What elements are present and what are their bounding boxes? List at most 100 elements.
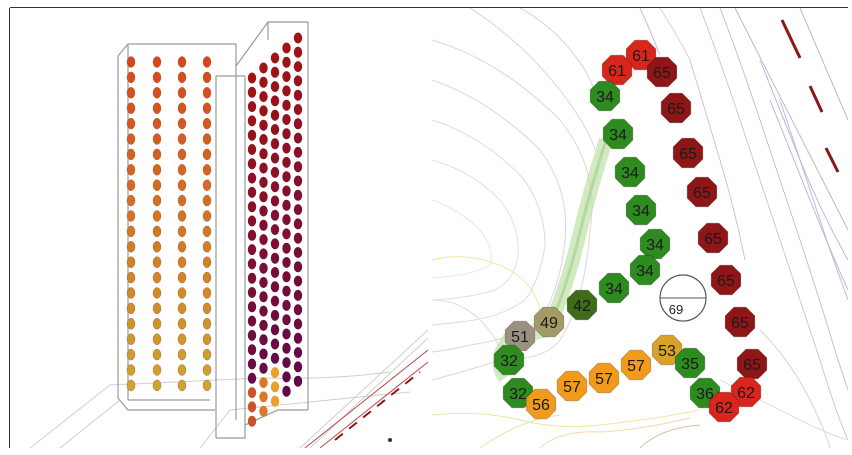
facade-sensor-dot [270, 209, 280, 221]
facade-sensor-dot [177, 194, 187, 207]
receiver-value: 53 [658, 343, 676, 360]
facade-sensor-dot [177, 56, 187, 68]
facade-sensor-dot [202, 256, 212, 268]
contour-line [769, 99, 848, 291]
receiver-value: 49 [540, 315, 558, 332]
facade-sensor-dot [282, 228, 291, 240]
receiver-octagon [620, 349, 652, 381]
receiver-value: 34 [636, 263, 654, 280]
facade-sensor-dot [126, 364, 136, 376]
receiver-octagon [493, 344, 525, 376]
facade-sensor-dot [152, 302, 162, 315]
facade-sensor-dot [259, 377, 268, 389]
facade-sensor-dot [177, 225, 187, 238]
receiver-value: 34 [596, 89, 614, 106]
facade-sensor-dot [177, 379, 187, 392]
facade-sensor-dot [293, 347, 303, 359]
facade-sensor-dot [259, 134, 268, 145]
facade-sensor-dot [177, 333, 187, 345]
facade-sensor-dot [293, 332, 303, 344]
facade-sensor-dot [202, 71, 212, 84]
facade-sensor-dot [282, 128, 291, 140]
facade-sensor-dot [293, 218, 303, 230]
facade-sensor-dot [293, 61, 303, 73]
facade-sensor-dot [126, 164, 136, 176]
facade-sensor-dot [293, 46, 303, 58]
facade-sensor-dot [247, 186, 257, 198]
facade-sensor-dot [270, 95, 280, 107]
receiver-value: 57 [563, 379, 581, 396]
facade-sensor-dot [270, 238, 280, 250]
facade-sensor-dot [293, 289, 303, 301]
receiver-octagon [601, 54, 633, 86]
facade-sensor-dot [270, 81, 280, 93]
facade-sensor-dot [247, 329, 257, 341]
facade-sensor-dot [293, 275, 303, 287]
facade-sensor-dot [126, 71, 136, 84]
facade-sensor-dot [282, 271, 291, 283]
facade-sensor-dot [259, 291, 268, 303]
facade-sensor-dot [177, 148, 187, 161]
facade-sensor-dot [259, 305, 268, 317]
facade-sensor-dot [259, 405, 268, 417]
facade-sensor-dot [126, 194, 136, 207]
receiver-value: 32 [509, 386, 527, 403]
receiver-value: 36 [696, 386, 714, 403]
receiver-octagon [724, 306, 756, 338]
facade-sensor-dot [282, 385, 291, 397]
receiver-octagon [525, 388, 557, 420]
contour-line [432, 256, 541, 311]
facade-sensor-dot [202, 56, 212, 68]
receiver-octagon [710, 264, 742, 296]
contour-line [659, 8, 691, 61]
receiver-octagon [533, 306, 565, 338]
facade-sensor-dot [259, 148, 268, 160]
receiver-octagon [736, 348, 768, 380]
facade-sensor-dot [202, 133, 212, 145]
road-dash [824, 147, 840, 173]
facade-sensor-dot [126, 87, 136, 99]
receiver-marker: 53 [651, 334, 683, 366]
receiver-value: 65 [693, 185, 711, 202]
facade-sensor-dot [177, 364, 187, 376]
left-background [10, 8, 428, 448]
receiver-value: 61 [632, 48, 650, 65]
facade-sensor-dot [152, 102, 162, 114]
facade-sensor-dot [202, 379, 212, 392]
receiver-value: 65 [679, 146, 697, 163]
facade-sensor-dot [152, 164, 162, 176]
receiver-marker: 65 [660, 92, 692, 124]
facade-sensor-dot [259, 105, 268, 117]
facade-sensor-dot [270, 166, 280, 178]
facade-sensor-dot [152, 318, 162, 330]
contour-line [639, 424, 701, 448]
facade-sensor-dot [270, 152, 280, 164]
facade-sensor-dot [152, 333, 162, 345]
building-3d-view [10, 8, 428, 448]
facade-sensor-dot [293, 247, 303, 258]
facade-sensor-dot [282, 199, 291, 211]
facade-sensor-dot [270, 267, 280, 278]
facade-sensor-dot [259, 162, 268, 174]
receiver-octagon [598, 272, 630, 304]
facade-sensor-dot [177, 71, 187, 84]
receiver-value: 34 [646, 237, 664, 254]
receiver-marker: 34 [639, 228, 671, 260]
facade-sensor-dot [270, 109, 280, 121]
facade-sensor-dot [259, 391, 268, 403]
road-dash [780, 19, 802, 59]
facade-sensor-dot [152, 210, 162, 222]
contour-line [699, 8, 848, 441]
facade-sensor-dot [282, 371, 291, 383]
receiver-marker: 51 [504, 320, 536, 352]
receiver-marker: 65 [686, 176, 718, 208]
facade-sensor-dot [202, 302, 212, 315]
facade-sensor-dot [177, 164, 187, 176]
facade-sensor-dot [152, 133, 162, 145]
facade-sensor-dot [177, 271, 187, 284]
facade-sensor-dot [126, 133, 136, 145]
receiver-marker: 34 [589, 80, 621, 112]
receiver-value: 65 [667, 101, 685, 118]
